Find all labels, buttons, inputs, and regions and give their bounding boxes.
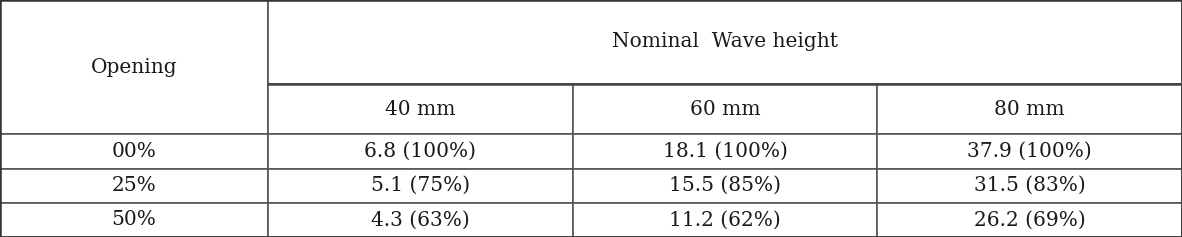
Text: 40 mm: 40 mm	[385, 100, 455, 118]
Bar	[572, 169, 877, 203]
Text: 80 mm: 80 mm	[994, 100, 1065, 118]
Text: 4.3 (63%): 4.3 (63%)	[371, 210, 469, 229]
Text: 00%: 00%	[111, 142, 156, 161]
Bar	[268, 169, 572, 203]
Text: 5.1 (75%): 5.1 (75%)	[371, 176, 469, 195]
Bar	[268, 84, 572, 134]
Text: Opening: Opening	[91, 58, 177, 77]
Text: 50%: 50%	[111, 210, 156, 229]
Bar	[268, 134, 572, 169]
Text: 26.2 (69%): 26.2 (69%)	[974, 210, 1085, 229]
Text: 31.5 (83%): 31.5 (83%)	[974, 176, 1085, 195]
Bar	[0, 203, 268, 237]
Bar	[877, 203, 1182, 237]
Bar	[0, 169, 268, 203]
Bar	[268, 203, 572, 237]
Bar	[0, 0, 268, 134]
Bar	[877, 134, 1182, 169]
Text: 11.2 (62%): 11.2 (62%)	[669, 210, 781, 229]
Text: Nominal  Wave height: Nominal Wave height	[612, 32, 838, 51]
Text: 37.9 (100%): 37.9 (100%)	[967, 142, 1092, 161]
Bar	[572, 134, 877, 169]
Bar	[877, 169, 1182, 203]
Bar	[572, 203, 877, 237]
Bar	[877, 84, 1182, 134]
Text: 6.8 (100%): 6.8 (100%)	[364, 142, 476, 161]
Text: 18.1 (100%): 18.1 (100%)	[663, 142, 787, 161]
Text: 60 mm: 60 mm	[689, 100, 760, 118]
Text: 25%: 25%	[111, 176, 156, 195]
Bar	[268, 0, 1182, 84]
Bar	[0, 134, 268, 169]
Text: 15.5 (85%): 15.5 (85%)	[669, 176, 781, 195]
Bar	[572, 84, 877, 134]
